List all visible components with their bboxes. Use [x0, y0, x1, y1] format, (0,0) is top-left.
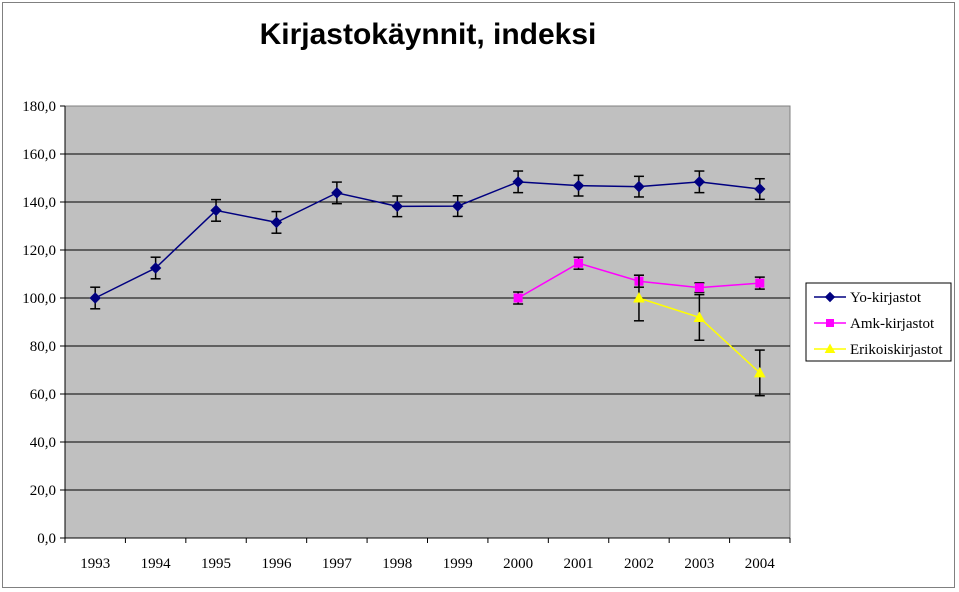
legend-label: Yo-kirjastot: [850, 290, 922, 306]
x-tick-label: 1994: [141, 556, 172, 572]
y-tick-label: 0,0: [37, 531, 56, 547]
legend-label: Erikoiskirjastot: [850, 342, 943, 358]
data-point: [89, 292, 101, 304]
chart-title: Kirjastokäynnit, indeksi: [259, 18, 597, 51]
data-point: [755, 278, 765, 288]
data-point: [149, 262, 162, 274]
y-tick-label: 180,0: [22, 99, 56, 115]
y-tick-label: 100,0: [22, 291, 56, 307]
x-tick-label: 2002: [624, 556, 654, 572]
x-tick-label: 1995: [201, 556, 231, 572]
legend-marker: [824, 343, 836, 353]
data-point: [693, 311, 706, 322]
legend-marker: [826, 319, 834, 327]
data-point: [513, 293, 523, 303]
y-tick-label: 80,0: [30, 339, 56, 355]
data-point: [633, 180, 645, 193]
plot-area: [64, 105, 791, 539]
x-tick-label: 2004: [745, 556, 776, 572]
data-point: [331, 187, 343, 199]
y-tick-label: 40,0: [30, 435, 56, 451]
data-point: [270, 216, 283, 229]
data-point: [391, 200, 403, 213]
x-tick-label: 1993: [80, 556, 110, 572]
x-tick-label: 2003: [684, 556, 714, 572]
data-point: [694, 283, 704, 293]
y-tick-label: 120,0: [22, 243, 56, 259]
y-tick-label: 160,0: [22, 147, 56, 163]
legend-marker: [824, 291, 836, 303]
data-point: [693, 176, 706, 188]
legend-label: Amk-kirjastot: [850, 316, 935, 332]
data-point: [452, 200, 464, 212]
y-tick-label: 60,0: [30, 387, 56, 403]
data-point: [753, 366, 766, 378]
data-point: [574, 258, 584, 268]
x-tick-label: 2000: [503, 556, 533, 572]
y-tick-label: 20,0: [30, 483, 56, 499]
data-point: [210, 204, 222, 217]
x-tick-label: 1997: [322, 556, 353, 572]
data-point: [754, 183, 766, 195]
y-tick-label: 140,0: [22, 195, 56, 211]
x-tick-label: 2001: [564, 556, 594, 572]
data-point: [572, 179, 585, 192]
x-tick-label: 1996: [261, 556, 292, 572]
x-tick-label: 1998: [382, 556, 412, 572]
data-point: [633, 291, 645, 303]
data-point: [512, 176, 524, 188]
x-tick-label: 1999: [443, 556, 473, 572]
series-line: [94, 181, 760, 299]
